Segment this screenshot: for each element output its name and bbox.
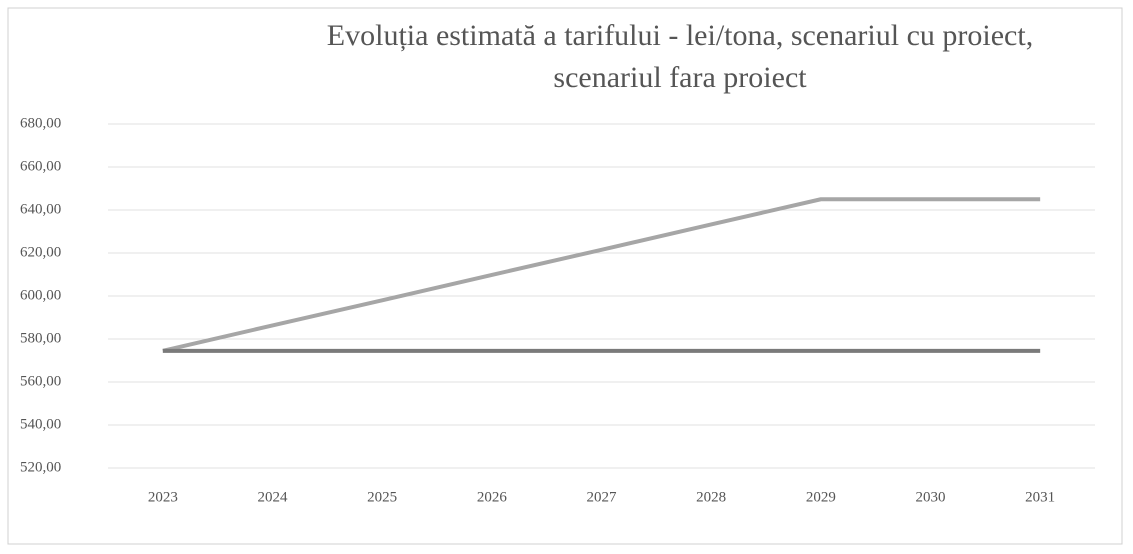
y-tick-label: 680,00 — [20, 115, 61, 131]
y-tick-label: 520,00 — [20, 459, 61, 475]
y-tick-label: 640,00 — [20, 201, 61, 217]
x-tick-label: 2027 — [587, 489, 618, 505]
y-tick-label: 660,00 — [20, 158, 61, 174]
x-tick-label: 2026 — [477, 489, 508, 505]
series-line — [162, 197, 1041, 353]
y-tick-label: 560,00 — [20, 373, 61, 389]
chart-title: Evoluția estimată a tarifului - lei/tona… — [327, 19, 1033, 52]
x-tick-label: 2025 — [367, 489, 397, 505]
x-tick-label: 2024 — [258, 489, 289, 505]
y-tick-label: 540,00 — [20, 416, 61, 432]
x-tick-label: 2030 — [916, 489, 946, 505]
chart-border — [7, 7, 1123, 545]
y-tick-label: 600,00 — [20, 287, 61, 303]
x-tick-label: 2029 — [806, 489, 836, 505]
y-tick-label: 620,00 — [20, 244, 61, 260]
x-tick-label: 2023 — [148, 489, 178, 505]
x-tick-label: 2031 — [1025, 489, 1055, 505]
x-tick-label: 2028 — [696, 489, 726, 505]
y-tick-label: 580,00 — [20, 330, 61, 346]
chart-title: scenariul fara proiect — [553, 61, 807, 94]
